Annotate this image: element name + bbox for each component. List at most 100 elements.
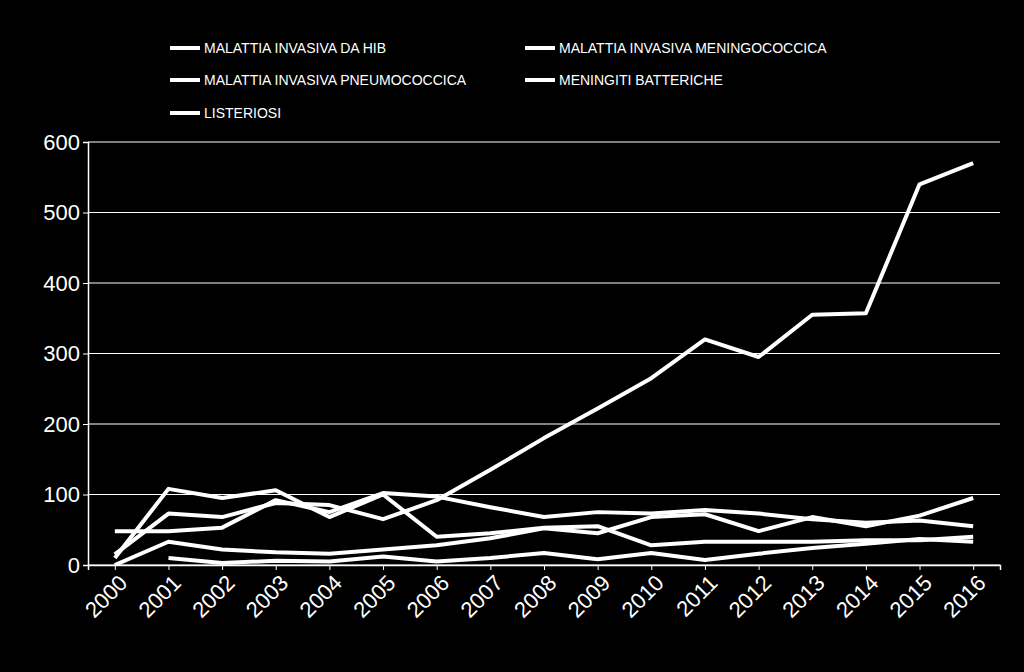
- x-tick-mark: [651, 565, 652, 570]
- y-tick-label: 400: [43, 271, 80, 296]
- y-axis-line: [83, 143, 89, 566]
- x-tick-label: 2008: [509, 570, 561, 622]
- y-tick-label: 300: [43, 341, 80, 366]
- x-tick: 2013: [777, 565, 829, 623]
- x-tick-mark: [490, 565, 491, 570]
- legend: MALATTIA INVASIVA DA HIB MALATTIA INVASIV…: [170, 40, 827, 121]
- x-tick-label: 2010: [616, 570, 668, 622]
- legend-swatch: [525, 46, 555, 50]
- x-tick-mark: [437, 565, 438, 570]
- y-tick-mark: [83, 424, 88, 425]
- x-tick-mark: [866, 565, 867, 570]
- y-tick: 200: [43, 412, 88, 437]
- x-tick-mark: [598, 565, 599, 570]
- x-tick: 2009: [563, 565, 615, 623]
- x-tick: 2016: [938, 565, 990, 623]
- x-axis: 2000200120022003200420052006200720082009…: [80, 565, 1000, 623]
- legend-swatch: [170, 111, 200, 115]
- x-tick-label: 2002: [187, 570, 239, 622]
- y-tick: 0: [68, 553, 88, 578]
- x-tick-mark: [812, 565, 813, 570]
- legend-item: MENINGITI BATTERICHE: [525, 72, 723, 88]
- x-tick-mark: [383, 565, 384, 570]
- x-tick: 2008: [509, 565, 561, 623]
- x-tick-label: 2016: [938, 570, 990, 622]
- x-tick-label: 2000: [80, 570, 132, 622]
- x-tick-label: 2004: [295, 570, 347, 622]
- y-tick-mark: [83, 565, 88, 566]
- chart: 0100200300400500600200020012002200320042…: [0, 0, 1024, 672]
- x-tick-mark: [705, 565, 706, 570]
- x-tick-mark: [544, 565, 545, 570]
- x-tick: 2011: [671, 565, 722, 621]
- legend-label: MALATTIA INVASIVA PNEUMOCOCCICA: [204, 72, 467, 88]
- grid-line: [88, 424, 1000, 425]
- legend-item: MALATTIA INVASIVA DA HIB: [170, 40, 386, 56]
- x-tick-mark: [759, 565, 760, 570]
- x-axis-line: [89, 566, 1001, 571]
- x-tick-label: 2005: [348, 570, 400, 622]
- x-tick: 2001: [134, 565, 186, 623]
- x-tick: 2006: [402, 565, 454, 623]
- x-tick-label: 2011: [671, 570, 722, 621]
- y-tick-mark: [83, 142, 88, 143]
- x-tick: 2014: [831, 565, 883, 623]
- x-tick: 2002: [187, 565, 239, 623]
- y-tick-mark: [83, 283, 88, 284]
- legend-label: MENINGITI BATTERICHE: [559, 72, 723, 88]
- x-tick-mark: [222, 565, 223, 570]
- y-tick-label: 600: [43, 130, 80, 155]
- legend-item: MALATTIA INVASIVA PNEUMOCOCCICA: [170, 72, 467, 88]
- y-tick: 300: [43, 341, 88, 366]
- legend-label: MALATTIA INVASIVA MENINGOCOCCICA: [559, 40, 827, 56]
- grid-line: [88, 212, 1000, 213]
- legend-swatch: [525, 78, 555, 82]
- grid-line: [88, 494, 1000, 495]
- x-tick-mark: [920, 565, 921, 570]
- x-tick-mark: [276, 565, 277, 570]
- x-tick: 2010: [616, 565, 668, 623]
- x-tick-label: 2014: [831, 570, 883, 622]
- x-tick: 2004: [295, 565, 347, 623]
- x-tick-mark: [115, 565, 116, 570]
- series-line: [115, 163, 973, 554]
- y-tick-mark: [83, 495, 88, 496]
- y-tick-label: 100: [43, 482, 80, 507]
- y-tick: 500: [43, 200, 88, 225]
- x-tick: 2003: [241, 565, 293, 623]
- plot-area: [115, 163, 973, 565]
- x-tick-label: 2003: [241, 570, 293, 622]
- y-tick-label: 200: [43, 412, 80, 437]
- y-tick: 100: [43, 482, 88, 507]
- grid-line: [88, 353, 1000, 354]
- x-tick: 2005: [348, 565, 400, 623]
- y-tick-mark: [83, 354, 88, 355]
- x-tick-label: 2015: [885, 570, 937, 622]
- background: [0, 0, 1024, 672]
- x-tick-label: 2012: [724, 570, 776, 622]
- x-tick: 2000: [80, 565, 132, 623]
- legend-item: LISTERIOSI: [170, 105, 281, 121]
- x-tick-label: 2006: [402, 570, 454, 622]
- x-tick-label: 2007: [456, 570, 508, 622]
- series-line: [115, 498, 973, 565]
- y-tick: 600: [43, 130, 88, 155]
- x-tick-mark: [329, 565, 330, 570]
- grid-line: [88, 142, 1000, 143]
- legend-label: LISTERIOSI: [204, 105, 281, 121]
- y-axis: 0 100 200 300 400 500 600: [43, 130, 88, 578]
- x-tick: 2007: [456, 565, 508, 623]
- legend-swatch: [170, 46, 200, 50]
- y-tick-mark: [83, 213, 88, 214]
- x-tick: 2015: [885, 565, 937, 623]
- grid: [88, 142, 1000, 565]
- legend-swatch: [170, 78, 200, 82]
- legend-label: MALATTIA INVASIVA DA HIB: [204, 40, 386, 56]
- x-tick-label: 2013: [777, 570, 829, 622]
- x-tick-label: 2001: [134, 570, 186, 622]
- y-tick-label: 0: [68, 553, 80, 578]
- x-tick-mark: [973, 565, 974, 570]
- y-tick-label: 500: [43, 200, 80, 225]
- x-tick: 2012: [724, 565, 776, 623]
- legend-item: MALATTIA INVASIVA MENINGOCOCCICA: [525, 40, 827, 56]
